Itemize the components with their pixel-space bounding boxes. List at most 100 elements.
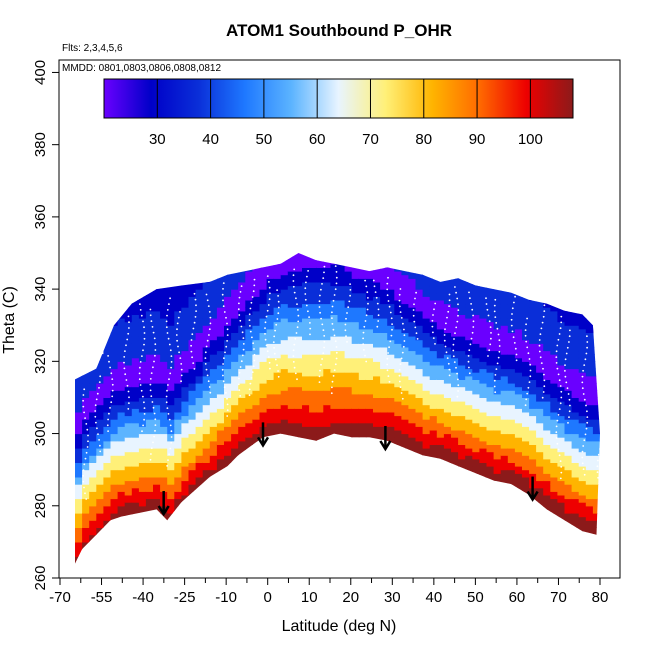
sample-point xyxy=(558,333,561,335)
field-cell xyxy=(514,350,523,359)
field-cell xyxy=(302,318,310,326)
field-cell xyxy=(550,361,558,370)
field-cell xyxy=(529,429,537,438)
field-cell xyxy=(153,491,161,500)
x-tick-label: 30 xyxy=(384,589,401,606)
sample-point xyxy=(472,320,475,323)
sample-point xyxy=(86,446,89,448)
field-cell xyxy=(571,426,580,435)
sample-point xyxy=(582,369,584,372)
field-cell xyxy=(373,375,381,384)
field-cell xyxy=(330,278,339,287)
field-cell xyxy=(557,292,566,301)
field-cell xyxy=(145,274,154,283)
field-cell xyxy=(543,401,551,409)
field-cell xyxy=(458,458,466,467)
field-cell xyxy=(294,253,303,258)
field-cell xyxy=(543,480,551,489)
field-cell xyxy=(571,346,580,355)
sample-point xyxy=(345,335,347,337)
field-cell xyxy=(273,343,282,352)
sample-point xyxy=(264,321,267,324)
sample-point xyxy=(207,305,210,307)
field-cell xyxy=(507,281,516,290)
field-cell xyxy=(266,263,275,272)
field-cell xyxy=(273,292,282,301)
field-cell xyxy=(280,281,289,290)
field-cell xyxy=(224,354,232,362)
field-cell xyxy=(224,310,232,319)
field-cell xyxy=(550,448,558,456)
field-cell xyxy=(238,303,246,312)
field-cell xyxy=(507,397,516,406)
sample-point xyxy=(431,319,434,322)
sample-point xyxy=(469,297,471,300)
field-cell xyxy=(578,386,587,395)
field-cell xyxy=(138,469,147,478)
field-cell xyxy=(117,513,126,521)
sample-point xyxy=(82,480,85,483)
field-cell xyxy=(401,354,410,362)
field-cell xyxy=(181,372,190,380)
field-cell xyxy=(465,397,473,406)
sample-point xyxy=(94,415,97,418)
sample-point xyxy=(273,352,276,355)
sample-point xyxy=(165,320,168,323)
sample-point xyxy=(560,321,563,324)
field-cell xyxy=(458,350,466,359)
field-cell xyxy=(209,462,218,471)
field-cell xyxy=(309,411,317,420)
field-cell xyxy=(500,390,509,398)
field-cell xyxy=(486,343,495,352)
field-cell xyxy=(585,426,594,435)
field-cell xyxy=(145,448,154,456)
field-cell xyxy=(358,393,367,402)
field-cell xyxy=(529,321,537,330)
field-cell xyxy=(323,260,331,268)
field-cell xyxy=(252,354,261,362)
field-cell xyxy=(451,429,459,438)
field-cell xyxy=(259,303,268,312)
y-tick-label: 360 xyxy=(32,204,49,229)
field-cell xyxy=(465,469,473,478)
field-cell xyxy=(316,253,324,261)
field-cell xyxy=(273,328,282,337)
sample-point xyxy=(323,346,325,349)
field-cell xyxy=(458,336,466,344)
field-cell xyxy=(429,278,438,287)
field-cell xyxy=(309,267,317,276)
field-cell xyxy=(422,426,431,435)
field-cell xyxy=(195,397,204,406)
sample-point xyxy=(560,396,563,399)
sample-point xyxy=(248,313,251,316)
field-cell xyxy=(160,310,168,319)
sample-point xyxy=(149,314,152,317)
sample-point xyxy=(497,356,500,359)
sample-points xyxy=(82,265,600,500)
field-cell xyxy=(266,278,275,287)
sample-point xyxy=(275,323,278,326)
sample-point xyxy=(253,353,256,356)
field-cell xyxy=(117,375,126,384)
y-tick-label: 300 xyxy=(32,421,49,446)
field-cell xyxy=(500,419,509,427)
field-cell xyxy=(415,289,424,297)
field-cell xyxy=(124,422,133,431)
sample-point xyxy=(456,297,459,300)
field-cell xyxy=(451,437,459,445)
field-cell xyxy=(571,419,580,427)
sample-point xyxy=(363,325,366,328)
field-cell xyxy=(486,379,495,388)
field-cell xyxy=(75,527,83,536)
field-cell xyxy=(195,368,204,377)
sample-point xyxy=(293,291,296,294)
field-cell xyxy=(387,274,395,283)
sample-point xyxy=(456,320,459,323)
field-cell xyxy=(465,419,473,427)
field-cell xyxy=(578,307,587,315)
field-cell xyxy=(195,426,204,435)
field-cell xyxy=(564,397,573,406)
field-cell xyxy=(238,267,246,276)
field-cell xyxy=(238,383,246,391)
field-cell xyxy=(131,494,140,503)
